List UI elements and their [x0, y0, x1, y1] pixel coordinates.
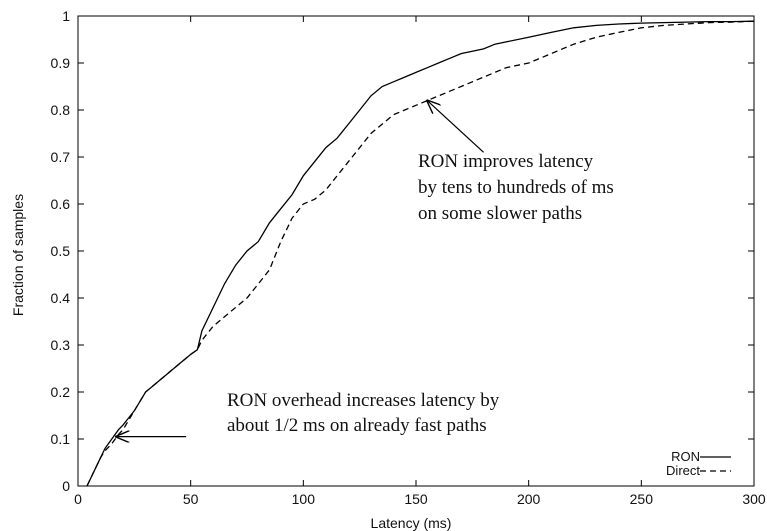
annotation-1-line: by tens to hundreds of ms [418, 177, 614, 198]
y-tick-label: 0.7 [51, 149, 71, 165]
x-tick-label: 50 [183, 491, 199, 507]
y-tick-label: 0.8 [51, 102, 71, 118]
legend-label-ron: RON [671, 449, 700, 464]
x-tick-label: 100 [292, 491, 316, 507]
y-tick-label: 0.3 [51, 337, 71, 353]
y-tick-label: 0.9 [51, 55, 71, 71]
legend-label-direct: Direct [666, 463, 700, 478]
y-tick-label: 0.6 [51, 196, 71, 212]
x-tick-label: 300 [742, 491, 766, 507]
y-tick-label: 0 [62, 478, 70, 494]
x-tick-label: 200 [517, 491, 541, 507]
annotation-1-line: RON improves latency [418, 151, 594, 172]
x-tick-label: 0 [74, 491, 82, 507]
x-axis-label: Latency (ms) [371, 515, 452, 531]
y-tick-label: 1 [62, 8, 70, 24]
x-tick-label: 150 [404, 491, 428, 507]
annotation-1-arrow [427, 101, 485, 153]
annotation-1-line: on some slower paths [418, 203, 582, 224]
y-tick-label: 0.5 [51, 243, 71, 259]
y-tick-label: 0.4 [51, 290, 71, 306]
series-line-direct [86, 20, 755, 487]
y-tick-label: 0.2 [51, 384, 71, 400]
x-tick-label: 250 [630, 491, 654, 507]
annotation-2-line: RON overhead increases latency by [227, 390, 500, 411]
series-line-ron [86, 20, 755, 487]
annotation-2-line: about 1/2 ms on already fast paths [227, 415, 487, 436]
y-tick-label: 0.1 [51, 431, 71, 447]
y-axis-label: Fraction of samples [10, 194, 26, 316]
